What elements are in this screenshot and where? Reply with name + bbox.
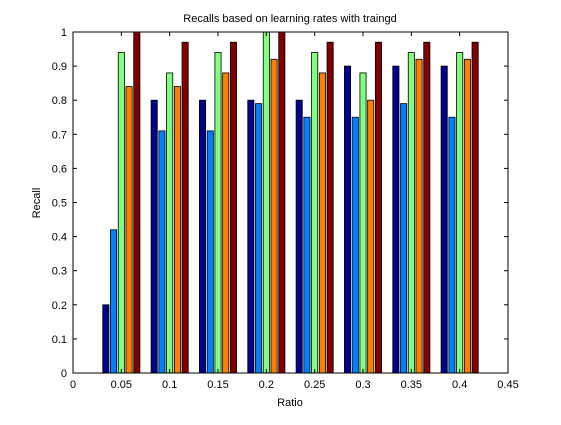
x-tick-label: 0.2 xyxy=(259,379,274,391)
y-tick-label: 0.1 xyxy=(52,334,67,346)
bar-s2-x0.35 xyxy=(400,103,408,374)
bar-s4-x0.1 xyxy=(173,86,181,374)
y-tick-label: 0.2 xyxy=(52,300,67,312)
bar-s4-x0.4 xyxy=(463,58,471,374)
bar-s5-x0.1 xyxy=(181,41,189,374)
bar-s3-x0.15 xyxy=(214,52,222,374)
x-tick-label: 0 xyxy=(70,379,76,391)
bar-s5-x0.2 xyxy=(278,31,286,374)
x-tick-label: 0.1 xyxy=(162,379,177,391)
y-tick-label: 0.7 xyxy=(52,129,67,141)
x-tick-label: 0.4 xyxy=(452,379,467,391)
bar-s5-x0.35 xyxy=(423,41,431,374)
bar-s1-x0.4 xyxy=(440,65,448,374)
chart-title: Recalls based on learning rates with tra… xyxy=(183,13,396,25)
bar-s5-x0.3 xyxy=(374,41,382,374)
x-axis-label: Ratio xyxy=(277,397,303,409)
bar-s2-x0.25 xyxy=(303,116,311,374)
y-tick-label: 1 xyxy=(61,27,67,39)
bar-s3-x0.4 xyxy=(456,52,464,374)
bar-s1-x0.25 xyxy=(295,99,303,374)
bar-s4-x0.2 xyxy=(270,58,278,374)
x-tick-label: 0.25 xyxy=(304,379,325,391)
y-tick-label: 0 xyxy=(61,368,67,380)
bar-s4-x0.15 xyxy=(222,72,230,374)
bar-s5-x0.4 xyxy=(471,41,479,374)
bars-layer xyxy=(102,31,479,374)
x-tick-label: 0.15 xyxy=(207,379,228,391)
bar-s5-x0.15 xyxy=(229,41,237,374)
bar-s1-x0.35 xyxy=(392,65,400,374)
ticks-layer: 0 0.05 0.1 0.15 0.2 0.25 0.3 0.35 0.4 0.45 0 0.1 0.2… xyxy=(52,27,519,391)
bar-s2-x0.15 xyxy=(206,130,214,374)
bar-s1-x0.2 xyxy=(247,99,255,374)
y-axis-label: Recall xyxy=(31,188,43,219)
bar-s3-x0.25 xyxy=(311,52,319,374)
x-tick-label: 0.3 xyxy=(355,379,370,391)
bar-s2-x0.1 xyxy=(158,130,166,374)
y-tick-label: 0.6 xyxy=(52,163,67,175)
bar-s4-x0.25 xyxy=(318,72,326,374)
bar-s1-x0.05 xyxy=(102,304,110,374)
bar-s2-x0.05 xyxy=(110,229,118,374)
bar-s2-x0.2 xyxy=(255,103,263,374)
bar-s2-x0.3 xyxy=(351,116,359,374)
x-tick-label: 0.05 xyxy=(111,379,132,391)
x-tick-label: 0.35 xyxy=(401,379,422,391)
bar-s1-x0.3 xyxy=(344,65,352,374)
bar-s5-x0.25 xyxy=(326,41,334,374)
bar-s3-x0.1 xyxy=(166,72,174,374)
y-tick-label: 0.5 xyxy=(52,198,67,210)
bar-s5-x0.05 xyxy=(133,31,141,374)
bar-s3-x0.3 xyxy=(359,72,367,374)
bar-s4-x0.35 xyxy=(415,58,423,374)
bar-s1-x0.1 xyxy=(150,99,158,374)
y-tick-label: 0.8 xyxy=(52,95,67,107)
bar-s2-x0.4 xyxy=(448,116,456,374)
bar-s1-x0.15 xyxy=(199,99,207,374)
x-tick-label: 0.45 xyxy=(497,379,518,391)
bar-s3-x0.05 xyxy=(117,52,125,374)
bar-s3-x0.2 xyxy=(262,31,270,374)
y-tick-label: 0.9 xyxy=(52,61,67,73)
bar-s4-x0.05 xyxy=(125,86,133,374)
y-tick-label: 0.4 xyxy=(52,232,67,244)
y-tick-label: 0.3 xyxy=(52,266,67,278)
bar-s3-x0.35 xyxy=(407,52,415,374)
bar-s4-x0.3 xyxy=(367,99,375,374)
